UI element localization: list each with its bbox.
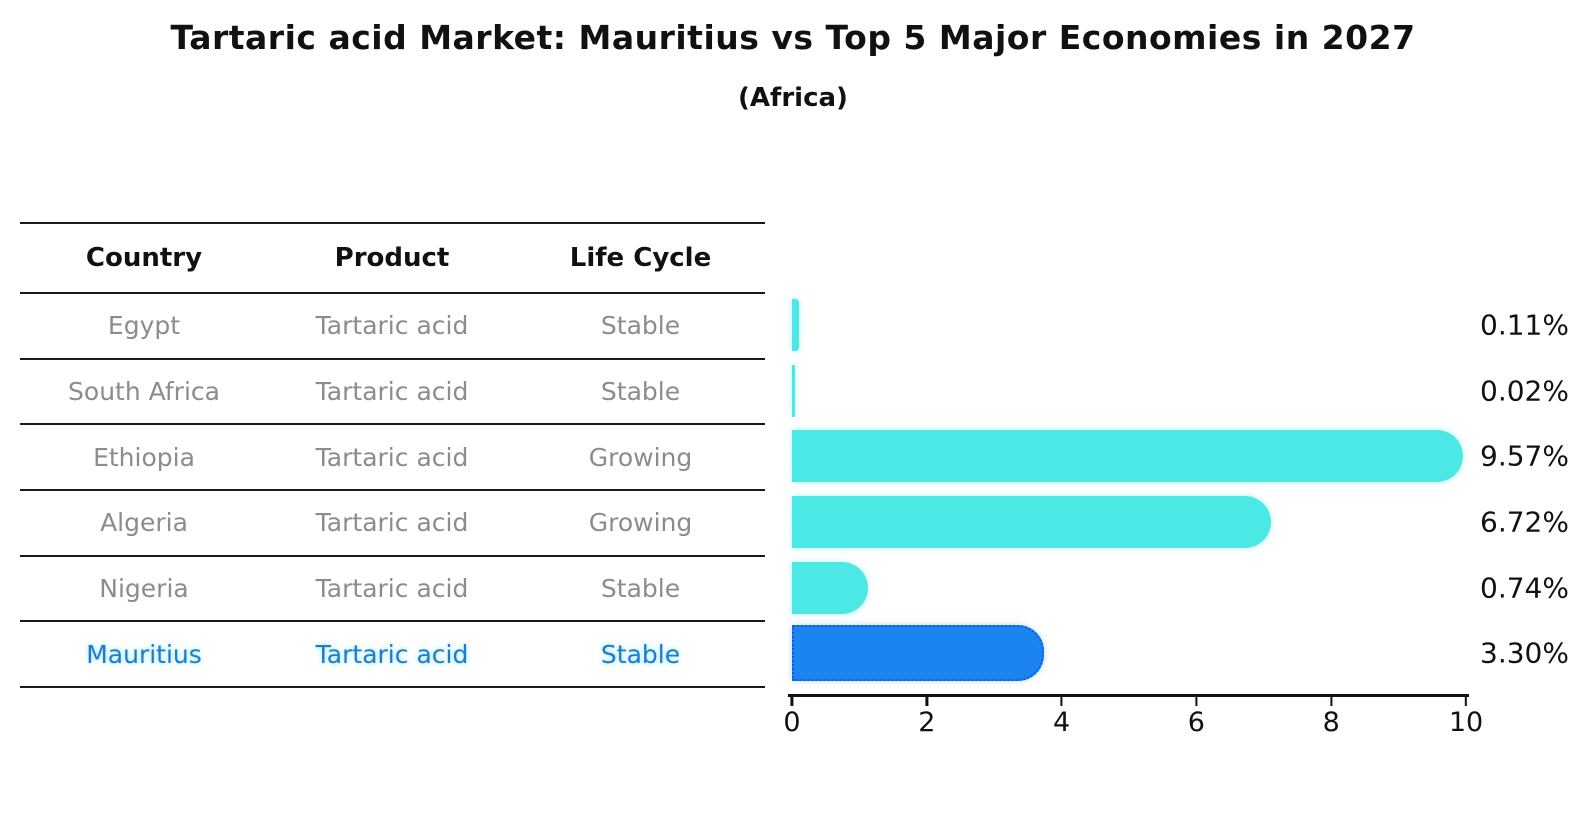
column-header-country: Country — [85, 243, 203, 273]
tick-mark — [1060, 697, 1063, 706]
cell-product: Tartaric acid — [315, 442, 469, 472]
cell-life-cycle: Stable — [600, 574, 681, 604]
cell-life-cycle: Stable — [600, 311, 681, 341]
x-axis-tick-label: 4 — [1053, 707, 1071, 738]
tick-mark — [1195, 697, 1198, 706]
cell-country: Ethiopia — [93, 442, 195, 472]
cell-life-cycle: Stable — [600, 377, 681, 407]
table-row: Nigeria Tartaric acid Stable — [20, 557, 765, 623]
cell-country: Mauritius — [86, 639, 202, 669]
bar-value-label: 3.30% — [1480, 636, 1569, 670]
table-row: Ethiopia Tartaric acid Growing — [20, 425, 765, 492]
x-axis-tick: 6 — [1188, 697, 1205, 738]
cell-life-cycle: Growing — [588, 508, 693, 538]
bar-value-label: 0.11% — [1480, 308, 1569, 342]
table-row: South Africa Tartaric acid Stable — [20, 360, 765, 426]
bar-mauritius — [792, 625, 1045, 682]
column-header-product: Product — [334, 243, 450, 273]
column-header-lifecycle: Life Cycle — [569, 243, 712, 273]
tick-mark — [925, 697, 929, 706]
cell-product: Tartaric acid — [315, 377, 469, 407]
chart-title: Tartaric acid Market: Mauritius vs Top 5… — [170, 18, 1416, 57]
x-axis-tick-label: 8 — [1322, 707, 1340, 738]
x-axis-tick: 0 — [783, 697, 801, 738]
tick-mark — [790, 697, 794, 706]
bar-value-label: 0.74% — [1480, 571, 1569, 605]
table-row-highlighted: Mauritius Tartaric acid Stable — [20, 622, 765, 689]
bar-south-africa — [792, 364, 795, 417]
cell-product: Tartaric acid — [315, 508, 469, 538]
x-axis-tick: 8 — [1323, 697, 1340, 738]
bar-value-label: 6.72% — [1480, 505, 1569, 539]
cell-country: Nigeria — [99, 574, 189, 604]
x-axis — [788, 694, 1469, 697]
x-axis-tick-label: 10 — [1448, 707, 1484, 738]
x-axis-tick-label: 6 — [1187, 707, 1205, 738]
tick-mark — [1329, 697, 1333, 706]
x-axis-tick-label: 2 — [918, 707, 936, 738]
table-row: Algeria Tartaric acid Growing — [20, 491, 765, 557]
cell-country: South Africa — [68, 377, 220, 407]
cell-life-cycle: Growing — [588, 442, 693, 472]
x-axis-tick: 2 — [918, 697, 935, 738]
bar-algeria — [792, 495, 1271, 548]
tick-mark — [1464, 697, 1468, 706]
bar-value-label: 9.57% — [1480, 439, 1569, 473]
cell-life-cycle: Stable — [600, 639, 681, 669]
bar-nigeria — [792, 561, 868, 614]
country-table: Country Product Life Cycle Egypt Tartari… — [20, 222, 765, 689]
chart-subtitle: (Africa) — [738, 83, 848, 113]
x-axis-tick-label: 0 — [783, 707, 801, 738]
bar-ethiopia — [792, 430, 1464, 483]
bar-value-label: 0.02% — [1480, 374, 1569, 408]
cell-product: Tartaric acid — [315, 574, 469, 604]
bar-egypt — [792, 298, 800, 351]
cell-country: Egypt — [107, 311, 181, 341]
cell-country: Algeria — [100, 508, 188, 538]
cell-product: Tartaric acid — [315, 311, 469, 341]
x-axis-tick: 4 — [1053, 697, 1070, 738]
table-header-row: Country Product Life Cycle — [20, 224, 765, 294]
table-row: Egypt Tartaric acid Stable — [20, 294, 765, 360]
x-axis-tick: 10 — [1449, 697, 1483, 738]
cell-product: Tartaric acid — [315, 639, 469, 669]
